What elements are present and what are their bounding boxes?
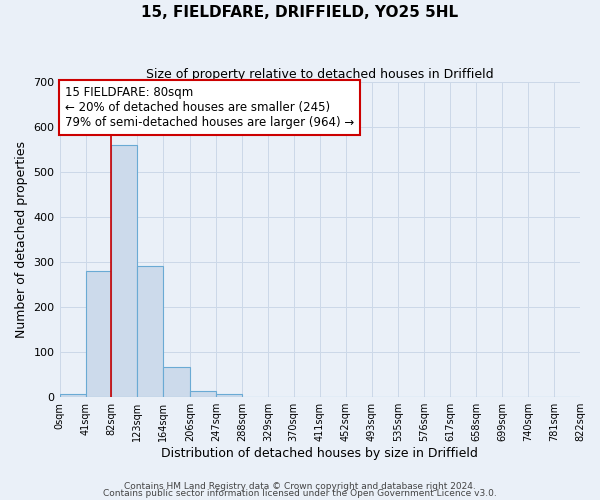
Bar bbox=[112, 145, 137, 397]
Text: 15 FIELDFARE: 80sqm
← 20% of detached houses are smaller (245)
79% of semi-detac: 15 FIELDFARE: 80sqm ← 20% of detached ho… bbox=[65, 86, 354, 130]
X-axis label: Distribution of detached houses by size in Driffield: Distribution of detached houses by size … bbox=[161, 447, 478, 460]
Y-axis label: Number of detached properties: Number of detached properties bbox=[15, 141, 28, 338]
Title: Size of property relative to detached houses in Driffield: Size of property relative to detached ho… bbox=[146, 68, 494, 80]
Text: Contains public sector information licensed under the Open Government Licence v3: Contains public sector information licen… bbox=[103, 490, 497, 498]
Text: 15, FIELDFARE, DRIFFIELD, YO25 5HL: 15, FIELDFARE, DRIFFIELD, YO25 5HL bbox=[142, 5, 458, 20]
Text: Contains HM Land Registry data © Crown copyright and database right 2024.: Contains HM Land Registry data © Crown c… bbox=[124, 482, 476, 491]
Bar bbox=[163, 366, 190, 397]
Bar bbox=[137, 266, 163, 397]
Bar bbox=[86, 271, 112, 397]
Bar bbox=[59, 394, 86, 397]
Bar bbox=[190, 391, 216, 397]
Bar bbox=[216, 394, 242, 397]
